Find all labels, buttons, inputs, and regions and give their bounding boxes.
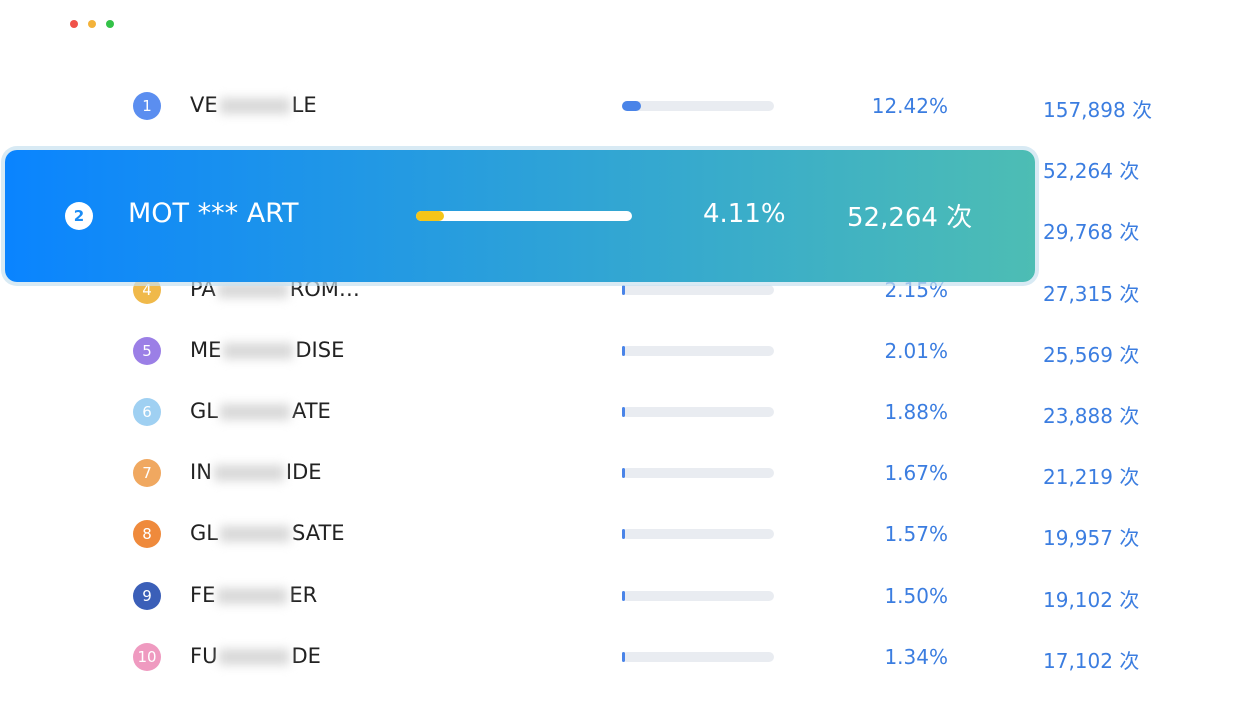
maximize-dot[interactable] — [106, 20, 114, 28]
count: 23,888 次 — [1043, 404, 1140, 428]
item-name: PA ROM… — [190, 277, 360, 301]
redaction — [219, 404, 290, 420]
rank-badge: 6 — [133, 398, 161, 426]
count: 27,315 次 — [1043, 281, 1140, 306]
count: 21,219 次 — [1043, 465, 1140, 490]
percent: 12.42% — [871, 94, 948, 118]
minimize-dot[interactable] — [88, 20, 96, 28]
percent: 2.01% — [884, 338, 948, 363]
name-part: ME — [190, 337, 222, 362]
progress-fill — [622, 468, 625, 479]
progress-track — [622, 468, 774, 479]
name-part: GL — [190, 521, 218, 546]
name-part: IDE — [285, 460, 322, 485]
rank-badge: 9 — [133, 581, 161, 610]
item-name: IN IDE — [190, 460, 322, 484]
item-name: MOT *** ART — [128, 198, 299, 229]
name-part: SATE — [291, 521, 345, 546]
count: 25,569 次 — [1043, 342, 1140, 367]
percent: 4.11% — [703, 199, 786, 229]
progress-track — [622, 345, 774, 356]
percent: 1.34% — [884, 644, 948, 669]
count: 52,264 次 — [847, 203, 973, 233]
progress-track — [622, 590, 774, 601]
progress-track — [622, 101, 774, 111]
progress-fill — [416, 211, 444, 221]
progress-fill — [622, 529, 625, 540]
percent: 1.50% — [884, 583, 948, 608]
name-part: ER — [289, 582, 318, 607]
progress-fill — [622, 407, 625, 417]
close-dot[interactable] — [70, 20, 78, 28]
count: 157,898 次 — [1043, 98, 1153, 122]
progress-track — [622, 407, 774, 417]
name-part: FU — [190, 643, 218, 668]
name-part: LE — [291, 93, 317, 117]
rank-badge: 2 — [65, 202, 93, 230]
count: 52,264 次 — [1043, 159, 1140, 184]
name-part: DE — [291, 643, 321, 668]
progress-fill — [622, 345, 626, 356]
redaction — [219, 526, 290, 543]
count: 19,102 次 — [1043, 587, 1140, 612]
rank-badge: 5 — [133, 336, 161, 365]
progress-track — [622, 529, 774, 540]
percent: 1.88% — [884, 400, 948, 424]
rank-badge: 8 — [133, 520, 161, 549]
count: 19,957 次 — [1043, 526, 1140, 551]
item-name: FE ER — [190, 583, 317, 607]
progress-fill — [622, 284, 626, 295]
rank-badge: 7 — [133, 459, 161, 488]
name-part: IN — [190, 460, 212, 485]
count: 29,768 次 — [1043, 220, 1140, 245]
redaction — [219, 648, 290, 665]
name-part: DISE — [295, 337, 345, 362]
redaction — [213, 465, 284, 482]
progress-fill — [622, 651, 625, 662]
item-name: GL ATE — [190, 399, 331, 423]
rank-badge: 1 — [133, 92, 161, 120]
percent: 1.67% — [884, 461, 948, 486]
progress-track — [416, 211, 632, 221]
item-name: FU DE — [190, 644, 321, 668]
redaction — [217, 587, 288, 604]
percent: 1.57% — [884, 522, 948, 547]
item-name: GL SATE — [190, 521, 345, 545]
highlight-row: 2 MOT *** ART 4.11% 52,264 次 — [5, 150, 1035, 282]
name-part: VE — [190, 93, 218, 117]
redaction — [217, 281, 288, 298]
rank-badge: 10 — [133, 642, 161, 671]
redaction — [223, 342, 294, 359]
count: 17,102 次 — [1043, 648, 1140, 673]
name-part: FE — [190, 582, 216, 607]
progress-fill — [622, 101, 641, 111]
item-name: VE LE — [190, 93, 317, 117]
item-name: ME DISE — [190, 338, 344, 362]
progress-track — [622, 284, 774, 295]
redaction — [219, 98, 290, 114]
name-part: GL — [190, 399, 218, 423]
progress-track — [622, 651, 774, 662]
progress-fill — [622, 590, 625, 601]
name-part: ATE — [291, 399, 331, 423]
